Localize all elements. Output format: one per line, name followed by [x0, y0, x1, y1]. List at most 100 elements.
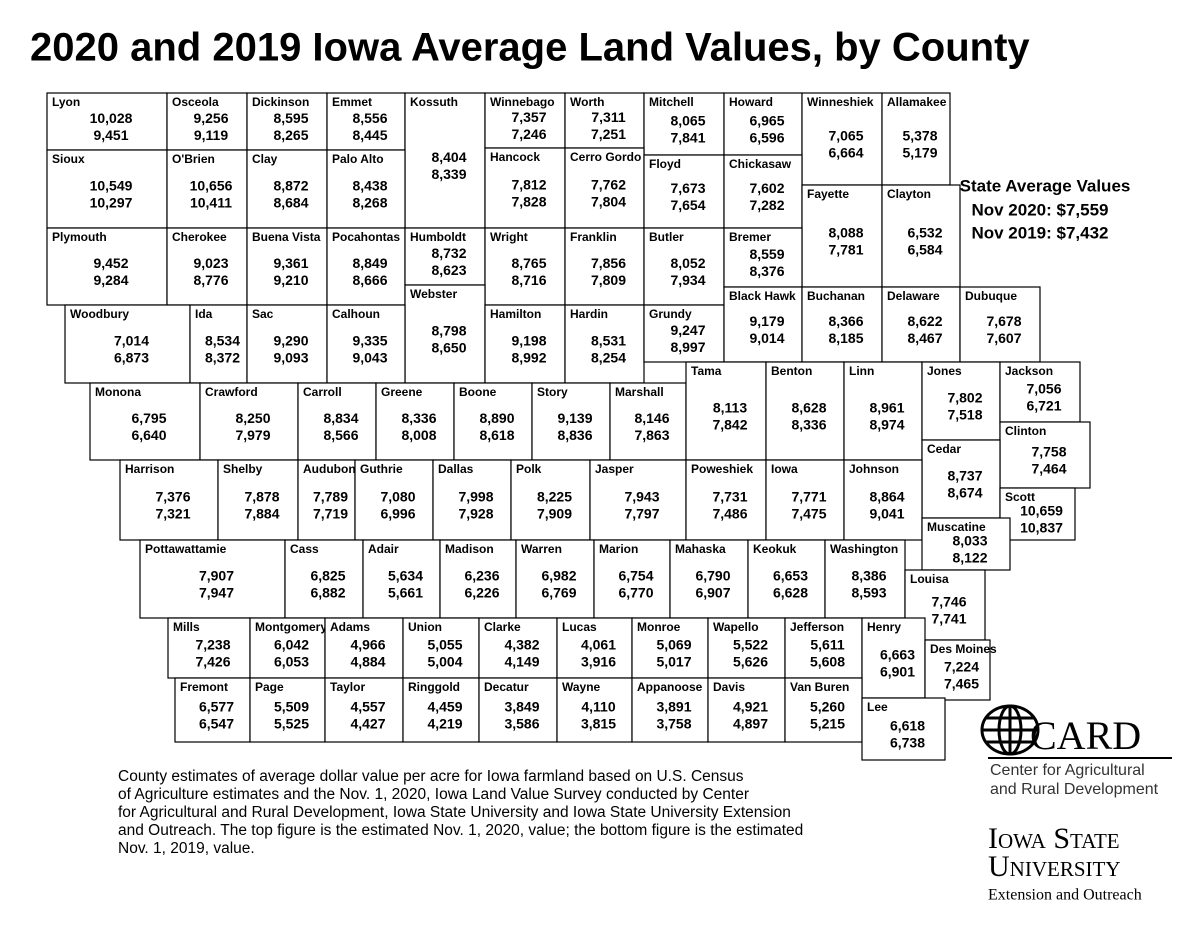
value-2020: 3,891: [656, 699, 691, 715]
value-2020: 7,943: [624, 489, 659, 505]
county: [685, 361, 767, 461]
value-2019: 8,467: [907, 330, 942, 346]
value-2020: 10,659: [1020, 503, 1063, 519]
county-name: Wapello: [713, 620, 759, 634]
value-2020: 8,834: [323, 410, 358, 426]
county: [166, 227, 248, 306]
value-2019: 8,716: [511, 272, 546, 288]
county-name: Pottawattamie: [145, 542, 227, 556]
county-name: Hancock: [490, 150, 540, 164]
value-2020: 6,982: [541, 568, 576, 584]
county: [556, 677, 633, 743]
county-name: Chickasaw: [729, 157, 792, 171]
value-2019: 3,916: [581, 654, 616, 670]
county-name: Clinton: [1005, 424, 1046, 438]
value-2020: 8,622: [907, 313, 942, 329]
county-name: Marion: [599, 542, 638, 556]
county-name: Dickinson: [252, 95, 309, 109]
county-name: Dubuque: [965, 289, 1017, 303]
value-2019: 7,607: [986, 330, 1021, 346]
county: [556, 617, 633, 679]
county-name: Jefferson: [790, 620, 844, 634]
value-2019: 8,997: [670, 339, 705, 355]
county-name: Mills: [173, 620, 200, 634]
county: [432, 459, 512, 541]
value-2020: 10,656: [190, 178, 233, 194]
county-name: Audubon: [303, 462, 356, 476]
value-2019: 6,664: [828, 145, 863, 161]
county-name: Story: [537, 385, 568, 399]
county: [478, 617, 558, 679]
county-name: Buena Vista: [252, 230, 321, 244]
value-2020: 8,146: [634, 410, 669, 426]
county-name: Harrison: [125, 462, 174, 476]
county: [484, 304, 566, 384]
county-name: Adair: [368, 542, 399, 556]
county-name: Wayne: [562, 680, 601, 694]
county: [643, 92, 725, 156]
value-2020: 7,789: [313, 489, 348, 505]
county-name: Des Moines: [930, 642, 997, 656]
value-2020: 8,595: [273, 110, 308, 126]
county: [246, 149, 328, 229]
value-2019: 7,321: [155, 506, 190, 522]
county: [46, 92, 168, 151]
county-name: Boone: [459, 385, 497, 399]
value-2020: 5,260: [810, 699, 845, 715]
county-name: Iowa: [771, 462, 798, 476]
value-2019: 5,179: [902, 145, 937, 161]
county: [707, 677, 786, 743]
value-2019: 7,654: [670, 197, 705, 213]
value-2019: 9,043: [352, 350, 387, 366]
county-name: Johnson: [849, 462, 899, 476]
county-name: Winnebago: [490, 95, 555, 109]
county: [881, 184, 961, 288]
value-2019: 8,185: [828, 330, 863, 346]
value-2019: 8,666: [352, 272, 387, 288]
county: [326, 149, 406, 229]
value-2019: 8,268: [352, 195, 387, 211]
value-2019: 7,486: [712, 506, 747, 522]
value-2019: 6,882: [310, 585, 345, 601]
value-2020: 8,872: [273, 178, 308, 194]
county-name: Ringgold: [408, 680, 460, 694]
value-2019: 7,797: [624, 506, 659, 522]
county-name: Butler: [649, 230, 684, 244]
county-name: Lucas: [562, 620, 597, 634]
value-2020: 4,061: [581, 637, 616, 653]
value-2020: 9,023: [193, 255, 228, 271]
county: [297, 382, 377, 461]
value-2019: 9,041: [869, 506, 904, 522]
county: [669, 539, 749, 619]
card-logo: CARD Center for Agricultural and Rural D…: [980, 704, 1172, 798]
value-2019: 6,721: [1026, 398, 1061, 414]
county: [723, 227, 803, 288]
value-2020: 8,556: [352, 110, 387, 126]
county-name: Montgomery: [255, 620, 327, 634]
footnote-line: Nov. 1, 2019, value.: [118, 840, 255, 857]
county: [784, 677, 863, 743]
value-2020: 7,878: [244, 489, 279, 505]
county: [249, 677, 326, 743]
county: [564, 147, 645, 229]
county: [593, 539, 671, 619]
value-2020: 8,065: [670, 113, 705, 129]
value-2020: 6,577: [199, 699, 234, 715]
value-2020: 8,559: [749, 246, 784, 262]
county: [89, 382, 201, 461]
value-2019: 4,149: [504, 654, 539, 670]
value-2020: 7,731: [712, 489, 747, 505]
county: [453, 382, 533, 461]
value-2020: 8,765: [511, 255, 546, 271]
value-2019: 6,873: [114, 350, 149, 366]
value-2019: 10,837: [1020, 520, 1063, 536]
county-name: Union: [408, 620, 442, 634]
value-2019: 6,547: [199, 716, 234, 732]
value-2020: 5,378: [902, 128, 937, 144]
value-2020: 6,618: [890, 718, 925, 734]
county-name: Clarke: [484, 620, 521, 634]
county-name: Jackson: [1005, 364, 1053, 378]
value-2019: 8,674: [947, 485, 982, 501]
county-name: Howard: [729, 95, 773, 109]
county: [139, 539, 286, 619]
